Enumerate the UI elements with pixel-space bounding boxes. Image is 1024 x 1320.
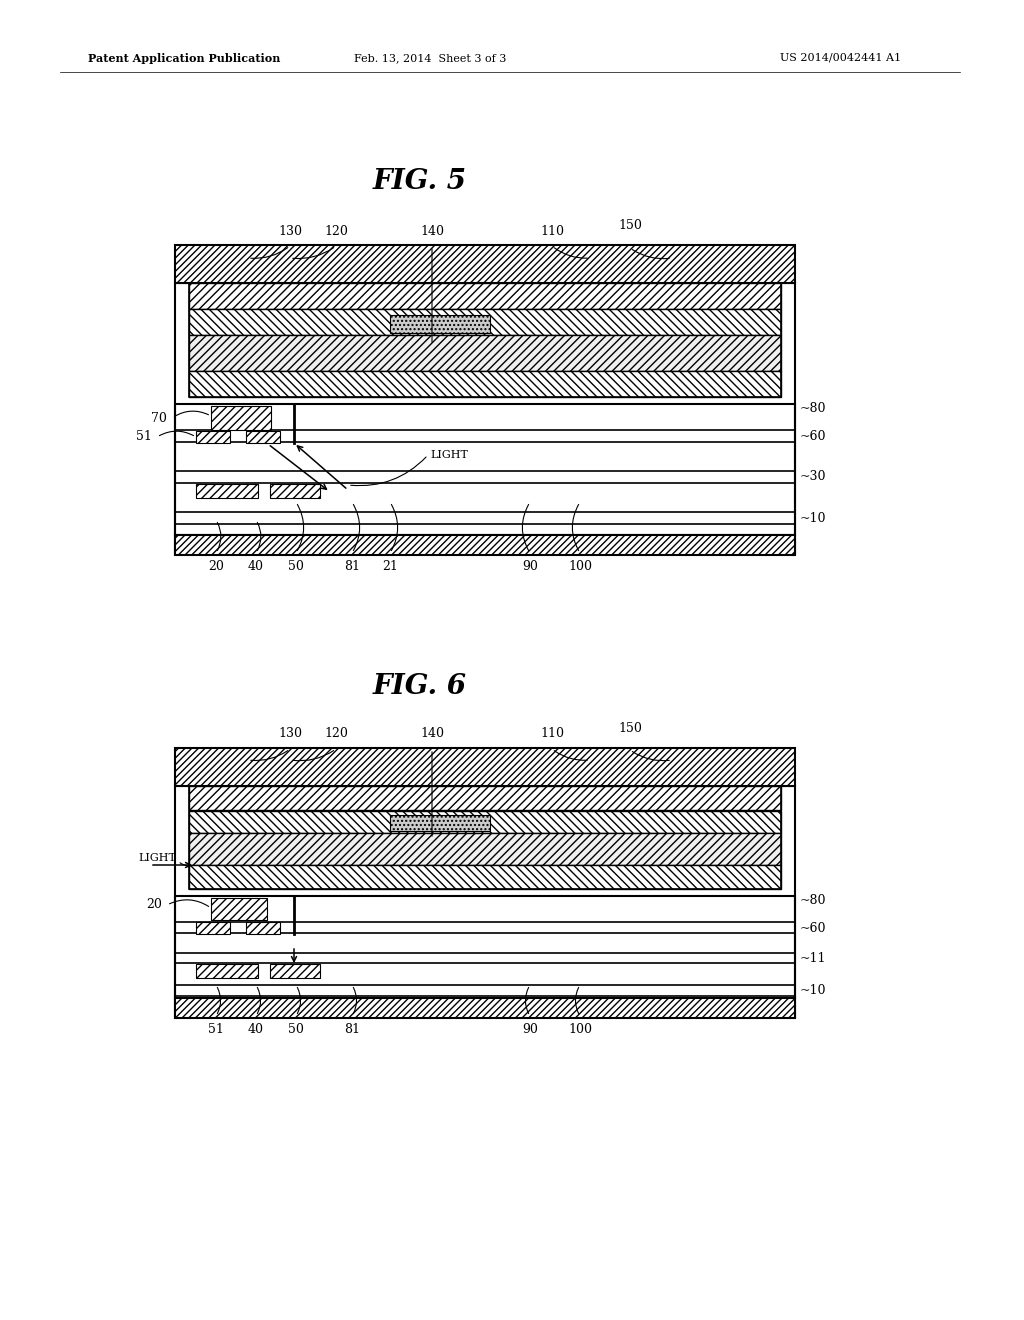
Text: 120: 120 [324, 224, 348, 238]
Text: 20: 20 [208, 560, 224, 573]
Text: 140: 140 [420, 224, 444, 238]
Bar [175, 785, 795, 998]
Text: 130: 130 [278, 224, 302, 238]
Text: 100: 100 [568, 1023, 592, 1036]
Text: 81: 81 [344, 560, 360, 573]
Bar [175, 535, 795, 554]
Text: Feb. 13, 2014  Sheet 3 of 3: Feb. 13, 2014 Sheet 3 of 3 [354, 53, 506, 63]
Text: LIGHT: LIGHT [138, 853, 176, 863]
Bar [196, 964, 258, 978]
Bar [189, 371, 781, 397]
Text: Patent Application Publication: Patent Application Publication [88, 53, 281, 63]
Text: 150: 150 [618, 219, 642, 232]
Bar [189, 810, 781, 833]
Bar [189, 865, 781, 888]
Text: 130: 130 [278, 727, 302, 741]
Text: ~80: ~80 [800, 894, 826, 907]
Text: ~80: ~80 [800, 401, 826, 414]
Text: FIG. 6: FIG. 6 [373, 673, 467, 700]
Bar [175, 998, 795, 1018]
Bar [189, 309, 781, 335]
Text: 50: 50 [288, 560, 304, 573]
Bar [189, 335, 781, 371]
Bar [270, 964, 319, 978]
Text: 70: 70 [152, 412, 167, 425]
Text: 50: 50 [288, 1023, 304, 1036]
Text: ~60: ~60 [800, 429, 826, 442]
Bar [390, 315, 490, 333]
Bar [211, 898, 267, 920]
Text: FIG. 5: FIG. 5 [373, 168, 467, 195]
Bar [175, 404, 795, 554]
Text: ~10: ~10 [800, 983, 826, 997]
Bar [175, 748, 795, 785]
Text: ~11: ~11 [800, 952, 826, 965]
Bar [189, 833, 781, 865]
Text: ~30: ~30 [800, 470, 826, 483]
Text: 120: 120 [324, 727, 348, 741]
Bar [270, 484, 319, 498]
Bar [189, 785, 781, 888]
Bar [196, 432, 230, 444]
Text: LIGHT: LIGHT [430, 450, 468, 459]
Text: 110: 110 [540, 727, 564, 741]
Bar [390, 814, 490, 832]
Bar [175, 282, 795, 535]
Text: 140: 140 [420, 727, 444, 741]
Text: 100: 100 [568, 560, 592, 573]
Text: 90: 90 [522, 1023, 538, 1036]
Text: 110: 110 [540, 224, 564, 238]
Bar [246, 432, 280, 444]
Bar [189, 785, 781, 810]
Text: 40: 40 [248, 1023, 264, 1036]
Bar [189, 282, 781, 397]
Text: US 2014/0042441 A1: US 2014/0042441 A1 [780, 53, 901, 63]
Text: 51: 51 [136, 430, 152, 444]
Text: ~60: ~60 [800, 921, 826, 935]
Bar [196, 921, 230, 935]
Text: 81: 81 [344, 1023, 360, 1036]
Bar [246, 921, 280, 935]
Text: 21: 21 [382, 560, 398, 573]
Bar [175, 896, 795, 1016]
Bar [175, 246, 795, 282]
Text: 51: 51 [208, 1023, 224, 1036]
Text: 90: 90 [522, 560, 538, 573]
Text: 150: 150 [618, 722, 642, 735]
Text: ~10: ~10 [800, 511, 826, 524]
Text: 40: 40 [248, 560, 264, 573]
Bar [211, 407, 271, 430]
Text: 20: 20 [146, 899, 162, 912]
Bar [189, 282, 781, 309]
Bar [196, 484, 258, 498]
